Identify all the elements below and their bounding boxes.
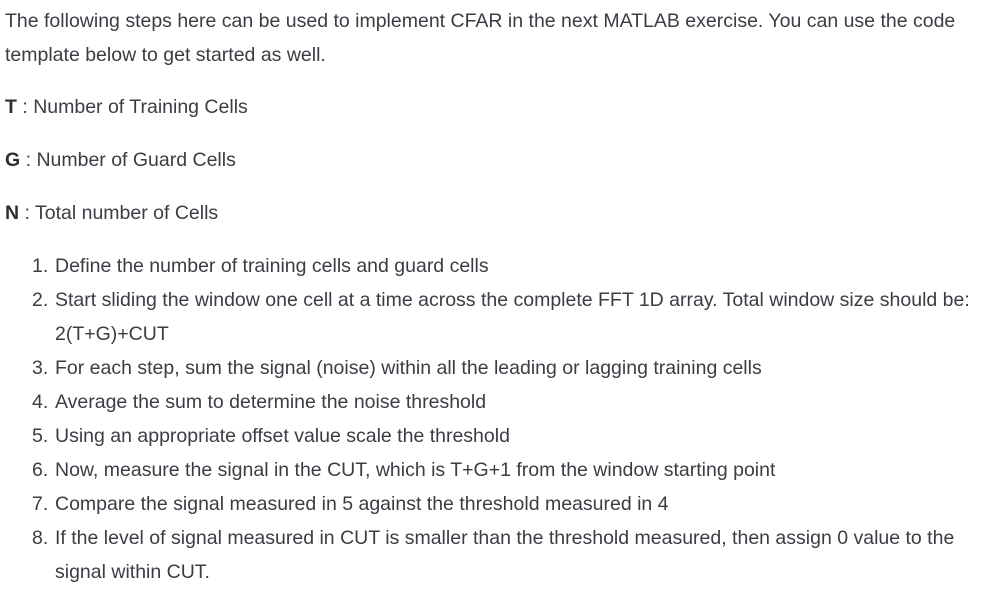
definition-term: G: [5, 149, 21, 171]
list-item: 6. Now, measure the signal in the CUT, wh…: [32, 453, 978, 487]
list-item: 8. If the level of signal measured in CUT…: [32, 521, 978, 589]
step-text: Compare the signal measured in 5 against…: [55, 493, 669, 515]
step-number: 4.: [32, 391, 49, 413]
step-number: 3.: [32, 357, 49, 379]
step-number: 7.: [32, 493, 49, 515]
step-number: 6.: [32, 459, 49, 481]
definition-term: N: [5, 202, 20, 224]
step-text: Average the sum to determine the noise t…: [55, 391, 487, 413]
list-item: 1. Define the number of training cells an…: [32, 249, 978, 283]
step-text: Using an appropriate offset value scale …: [55, 425, 510, 447]
step-text: Now, measure the signal in the CUT, whic…: [55, 459, 776, 481]
list-item: 3. For each step, sum the signal (noise) …: [32, 351, 978, 385]
definition-separator: :: [20, 149, 37, 171]
definition-guard-cells: G : Number of Guard Cells: [5, 143, 978, 177]
step-text: Define the number of training cells and …: [55, 255, 489, 277]
definition-term: T: [5, 96, 17, 118]
step-text: Start sliding the window one cell at a t…: [55, 289, 970, 345]
definition-description: Number of Guard Cells: [36, 149, 236, 171]
list-item: 7. Compare the signal measured in 5 again…: [32, 487, 978, 521]
steps-list: 1. Define the number of training cells an…: [5, 249, 978, 589]
definition-separator: :: [16, 96, 34, 118]
step-text: If the level of signal measured in CUT i…: [55, 527, 955, 583]
step-number: 2.: [32, 289, 49, 311]
list-item: 4. Average the sum to determine the noise…: [32, 385, 978, 419]
list-item: 2. Start sliding the window one cell at a…: [32, 283, 978, 351]
definition-training-cells: T : Number of Training Cells: [5, 90, 978, 124]
list-item: 5. Using an appropriate offset value scal…: [32, 419, 978, 453]
definition-description: Number of Training Cells: [33, 96, 248, 118]
intro-paragraph: The following steps here can be used to …: [5, 10, 956, 66]
definition-description: Total number of Cells: [35, 202, 219, 224]
step-number: 8.: [32, 527, 49, 549]
step-number: 5.: [32, 425, 49, 447]
definition-separator: :: [19, 202, 35, 224]
step-text: For each step, sum the signal (noise) wi…: [55, 357, 762, 379]
step-number: 1.: [32, 255, 49, 277]
definition-total-cells: N : Total number of Cells: [5, 196, 978, 230]
